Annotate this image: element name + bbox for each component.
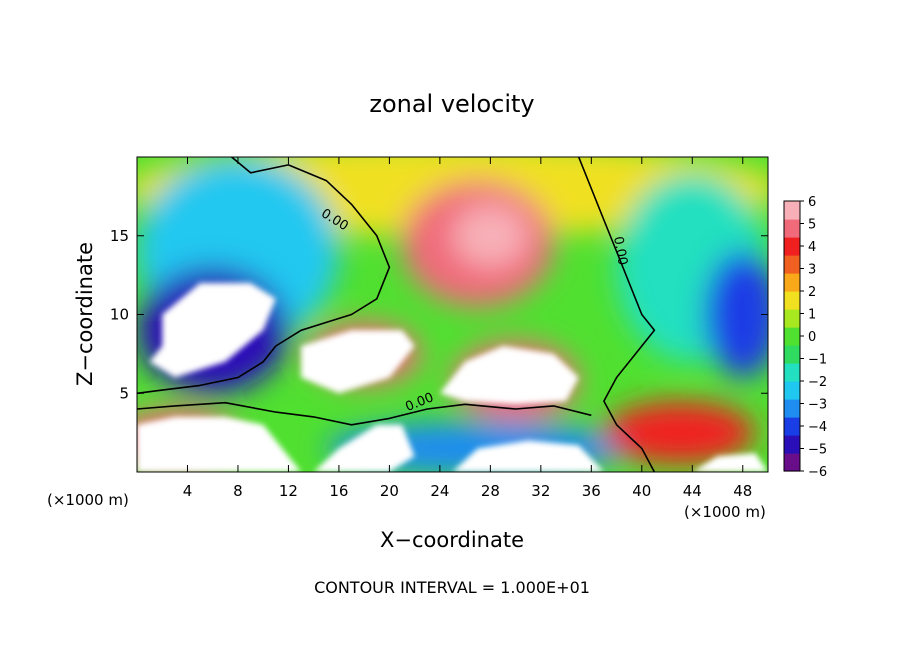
colorbar-tick-label-10: −4 — [808, 420, 827, 435]
x-tick-label-4: 20 — [380, 482, 399, 500]
plot-area: 0.000.000.00 — [137, 157, 768, 472]
colorbar-tick-label-5: 1 — [808, 308, 816, 323]
colorbar-swatch-13 — [784, 219, 800, 238]
colorbar-tick-label-11: −5 — [808, 443, 827, 458]
colorbar-tick-label-7: −1 — [808, 353, 827, 368]
saturated-region-6 — [692, 453, 768, 472]
contour-interval-note: CONTOUR INTERVAL = 1.000E+01 — [314, 578, 590, 597]
saturated-region-0 — [149, 283, 276, 378]
colorbar-swatch-10 — [784, 273, 800, 292]
x-tick-label-3: 16 — [329, 482, 348, 500]
colorbar-swatch-0 — [784, 453, 800, 472]
colorbar: 6 5 4 3 2 1 0 −1 −2 −3 −4 −5 −6 — [783, 195, 827, 480]
x-tick-label-1: 8 — [233, 482, 243, 500]
zero-contours — [137, 157, 656, 472]
colorbar-swatch-7 — [784, 327, 800, 346]
colorbar-tick-label-0: 6 — [808, 195, 816, 210]
colorbar-tick-label-9: −3 — [808, 398, 827, 413]
colorbar-swatch-14 — [784, 201, 800, 220]
colorbar-swatch-11 — [784, 255, 800, 274]
x-tick-label-11: 48 — [733, 482, 752, 500]
y-axis-label: Z−coordinate — [73, 242, 97, 386]
x-unit-right: (×1000 m) — [684, 503, 766, 521]
x-axis-label: X−coordinate — [380, 528, 524, 552]
colorbar-tick-label-6: 0 — [808, 330, 816, 345]
contour-label-1: 0.00 — [610, 235, 630, 266]
colorbar-swatch-9 — [784, 291, 800, 310]
zero-contour-line-2 — [137, 401, 592, 426]
y-tick-label-0: 5 — [119, 384, 129, 402]
x-tick-label-0: 4 — [183, 482, 193, 500]
y-axis-ticks: 5 10 15 — [110, 227, 768, 402]
x-tick-label-6: 28 — [481, 482, 500, 500]
x-tick-label-10: 44 — [683, 482, 702, 500]
zero-contour-line-1 — [577, 157, 656, 472]
y-tick-label-2: 15 — [110, 227, 129, 245]
colorbar-swatch-4 — [784, 381, 800, 400]
x-tick-label-8: 36 — [582, 482, 601, 500]
x-tick-label-2: 12 — [279, 482, 298, 500]
saturated-region-2 — [439, 346, 579, 405]
saturated-region-5 — [452, 440, 604, 472]
x-unit-left: (×1000 m) — [47, 491, 129, 509]
field-region-2 — [452, 204, 529, 268]
colorbar-tick-label-4: 2 — [808, 285, 816, 300]
colorbar-tick-label-1: 5 — [808, 218, 816, 233]
colorbar-swatch-2 — [784, 417, 800, 436]
chart-title: zonal velocity — [369, 90, 534, 118]
y-tick-label-1: 10 — [110, 306, 129, 324]
colorbar-swatch-1 — [784, 435, 800, 454]
field-region-5 — [704, 251, 768, 378]
field-region-11 — [603, 401, 756, 465]
colorbar-tick-label-2: 4 — [808, 240, 816, 255]
saturated-regions — [137, 283, 768, 472]
x-tick-label-5: 24 — [430, 482, 449, 500]
colorbar-swatch-6 — [784, 345, 800, 364]
colorbar-tick-label-3: 3 — [808, 263, 816, 278]
saturated-region-4 — [313, 424, 415, 472]
saturated-region-3 — [137, 416, 302, 472]
colorbar-tick-label-12: −6 — [808, 465, 827, 480]
colorbar-swatch-8 — [784, 309, 800, 328]
saturated-region-1 — [301, 330, 415, 394]
colorbar-tick-label-8: −2 — [808, 375, 827, 390]
colorbar-swatch-3 — [784, 399, 800, 418]
x-axis-ticks: 4 8 12 16 20 24 28 32 36 40 44 48 — [183, 157, 752, 500]
colorbar-swatch-5 — [784, 363, 800, 382]
colorbar-swatch-12 — [784, 237, 800, 256]
zero-contour-line-0 — [137, 157, 391, 395]
x-tick-label-7: 32 — [531, 482, 550, 500]
x-tick-label-9: 40 — [632, 482, 651, 500]
